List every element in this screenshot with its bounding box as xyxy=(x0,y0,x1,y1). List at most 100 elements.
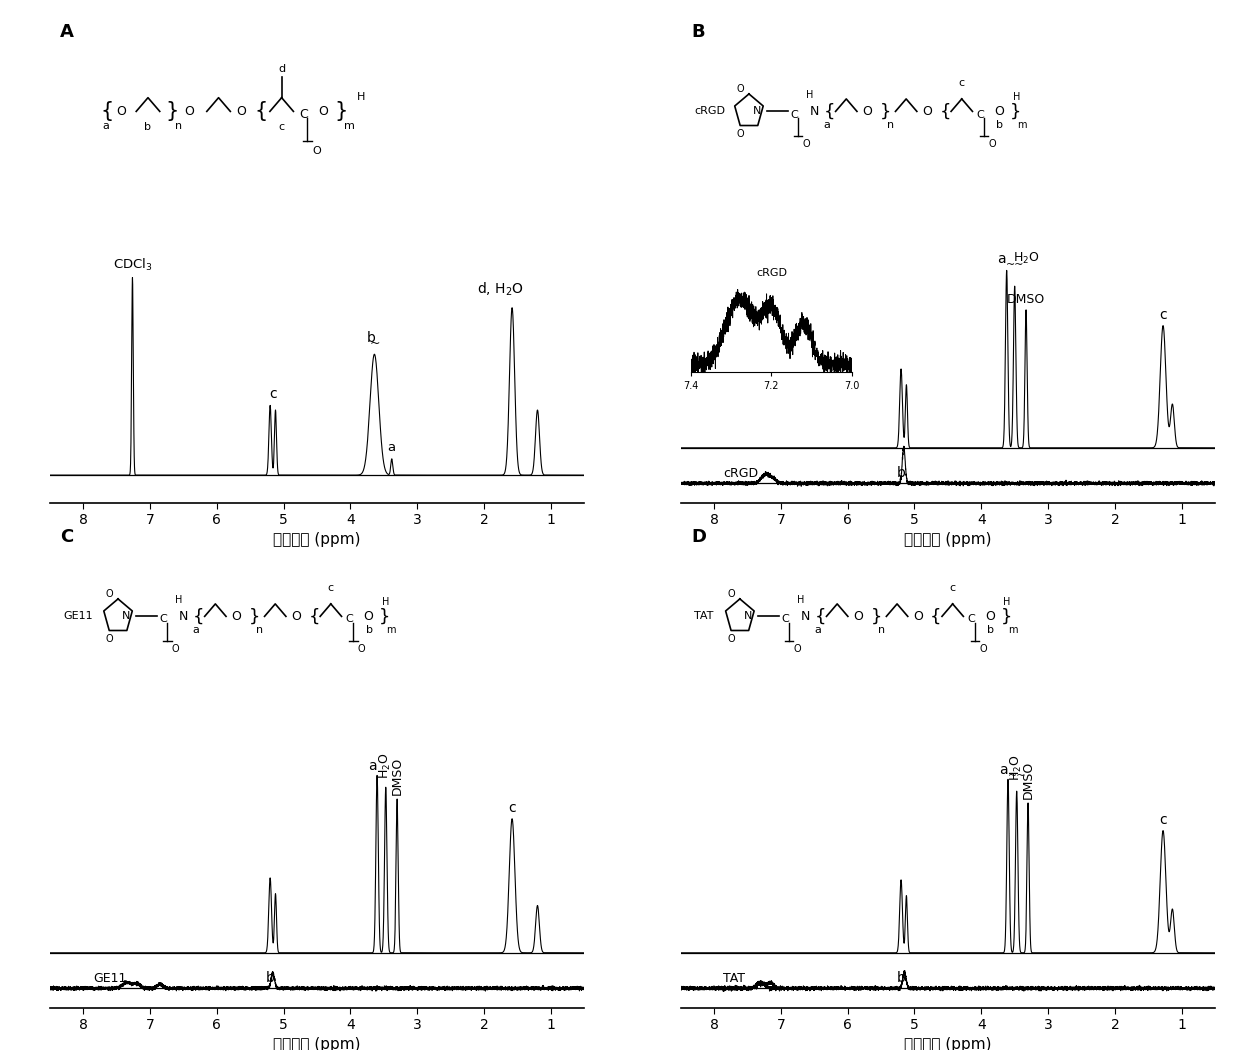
Text: H$_2$O: H$_2$O xyxy=(1013,251,1040,267)
Text: GE11: GE11 xyxy=(93,972,126,985)
Text: O: O xyxy=(117,105,126,118)
Text: b: b xyxy=(897,971,905,985)
Text: H: H xyxy=(175,594,182,605)
Text: m: m xyxy=(1017,121,1027,130)
Text: H: H xyxy=(1013,92,1021,102)
Text: TAT: TAT xyxy=(723,972,745,985)
Text: m: m xyxy=(387,625,396,635)
Text: {: { xyxy=(100,102,114,122)
Text: c: c xyxy=(269,386,277,401)
Text: N: N xyxy=(810,105,818,118)
Text: GE11: GE11 xyxy=(63,611,93,622)
Text: }: } xyxy=(334,102,347,122)
X-axis label: 化学位移 (ppm): 化学位移 (ppm) xyxy=(273,1036,361,1050)
Text: H: H xyxy=(357,92,365,102)
Text: b: b xyxy=(145,122,151,132)
Text: n: n xyxy=(878,625,885,635)
Text: n: n xyxy=(255,625,263,635)
Text: A: A xyxy=(61,23,74,41)
Text: O: O xyxy=(923,105,932,118)
Text: O: O xyxy=(317,105,327,118)
Text: C: C xyxy=(967,614,976,625)
Text: c: c xyxy=(959,78,965,88)
Text: O: O xyxy=(980,645,987,654)
Text: O: O xyxy=(794,645,801,654)
Text: c: c xyxy=(327,583,334,592)
Text: b: b xyxy=(367,331,376,344)
Text: N: N xyxy=(122,611,130,622)
Text: C: C xyxy=(299,108,308,121)
Text: b: b xyxy=(366,625,372,635)
Text: {: { xyxy=(823,103,836,121)
X-axis label: 化学位移 (ppm): 化学位移 (ppm) xyxy=(273,531,361,547)
Text: DMSO: DMSO xyxy=(1007,293,1045,306)
Text: {: { xyxy=(255,102,268,122)
Text: }: } xyxy=(870,607,882,626)
Text: {: { xyxy=(309,607,320,626)
Text: b: b xyxy=(987,625,994,635)
Text: c: c xyxy=(1159,308,1167,321)
Text: O: O xyxy=(171,645,179,654)
Text: DMSO: DMSO xyxy=(1022,761,1034,799)
Text: C: C xyxy=(160,614,167,625)
Text: O: O xyxy=(312,146,321,155)
Text: }: } xyxy=(1009,103,1022,121)
Text: }: } xyxy=(379,607,391,626)
Text: C: C xyxy=(791,109,799,120)
Text: H$_2$O: H$_2$O xyxy=(1009,755,1024,781)
Text: DMSO: DMSO xyxy=(391,757,404,795)
Text: O: O xyxy=(993,105,1003,118)
Text: cRGD: cRGD xyxy=(723,467,758,480)
Text: a: a xyxy=(823,121,831,130)
Text: m: m xyxy=(1008,625,1018,635)
Text: }: } xyxy=(879,103,890,121)
Text: O: O xyxy=(105,634,114,644)
Text: a: a xyxy=(815,625,821,635)
Text: a: a xyxy=(997,252,1006,267)
Text: O: O xyxy=(363,610,373,623)
Text: O: O xyxy=(985,610,994,623)
Text: O: O xyxy=(728,634,735,644)
Text: n: n xyxy=(175,121,182,131)
Text: cRGD: cRGD xyxy=(694,106,725,117)
Text: N: N xyxy=(753,106,761,117)
Text: N: N xyxy=(744,611,753,622)
Text: O: O xyxy=(728,589,735,598)
Text: O: O xyxy=(105,589,114,598)
Text: O: O xyxy=(853,610,863,623)
Text: D: D xyxy=(691,527,707,546)
X-axis label: 化学位移 (ppm): 化学位移 (ppm) xyxy=(904,1036,992,1050)
Text: H: H xyxy=(796,594,804,605)
Text: N: N xyxy=(179,610,187,623)
Text: a: a xyxy=(103,121,109,131)
Text: d: d xyxy=(278,64,285,74)
Text: O: O xyxy=(802,140,810,149)
Text: n: n xyxy=(887,121,894,130)
Text: a: a xyxy=(192,625,200,635)
Text: N: N xyxy=(800,610,810,623)
Text: b: b xyxy=(265,971,274,985)
Text: c: c xyxy=(950,583,956,592)
Text: b: b xyxy=(897,466,905,480)
X-axis label: 化学位移 (ppm): 化学位移 (ppm) xyxy=(904,531,992,547)
Text: ~~: ~~ xyxy=(1008,772,1027,781)
Text: }: } xyxy=(1001,607,1012,626)
Text: TAT: TAT xyxy=(694,611,713,622)
Text: c: c xyxy=(279,122,285,132)
Text: CDCl$_3$: CDCl$_3$ xyxy=(113,257,153,273)
Text: H$_2$O: H$_2$O xyxy=(378,753,393,779)
Text: C: C xyxy=(61,527,73,546)
Text: {: { xyxy=(815,607,826,626)
Text: C: C xyxy=(781,614,790,625)
Text: C: C xyxy=(977,109,985,120)
Text: a: a xyxy=(999,763,1008,777)
Text: O: O xyxy=(862,105,872,118)
Text: }: } xyxy=(248,607,260,626)
Text: O: O xyxy=(737,129,744,139)
Text: {: { xyxy=(940,103,951,121)
Text: O: O xyxy=(737,84,744,93)
Text: c: c xyxy=(508,801,516,815)
Text: O: O xyxy=(185,105,195,118)
Text: {: { xyxy=(193,607,205,626)
Text: d, H$_2$O: d, H$_2$O xyxy=(477,281,525,298)
